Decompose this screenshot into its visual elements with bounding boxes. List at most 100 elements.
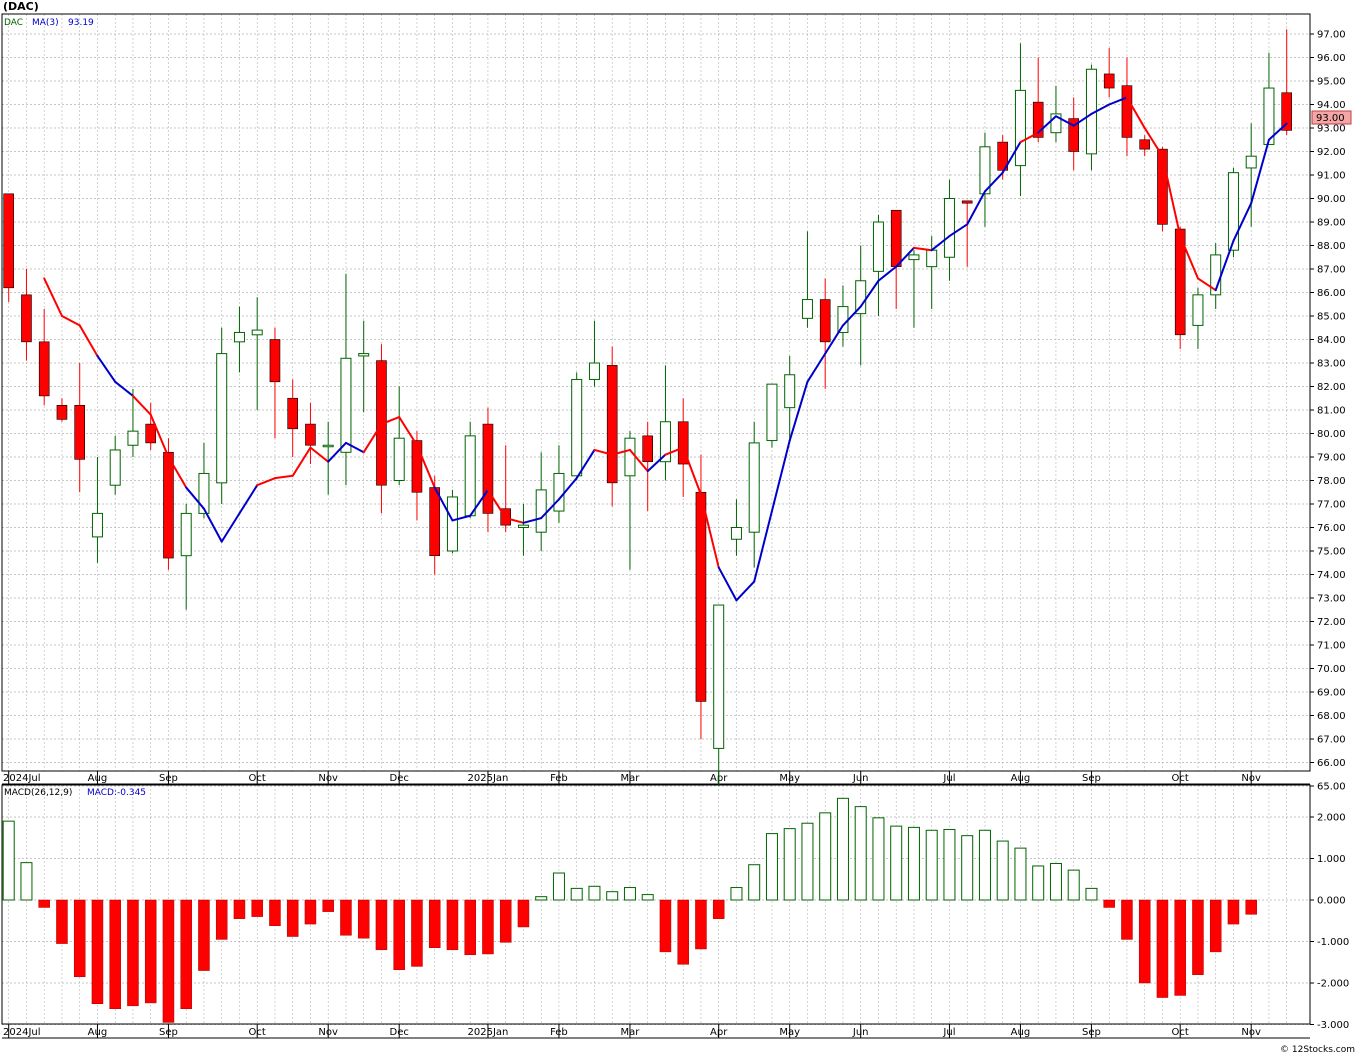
macd-tick-label: 1.000 bbox=[1317, 854, 1346, 865]
month-label: Oct bbox=[249, 773, 266, 784]
candle-up bbox=[748, 442, 760, 533]
ma-segment bbox=[877, 265, 898, 282]
macd-bar-positive bbox=[730, 887, 743, 901]
candle-up bbox=[1192, 294, 1204, 326]
ma-segment bbox=[185, 486, 205, 510]
ma-segment bbox=[593, 448, 614, 456]
macd-bar-positive bbox=[641, 894, 654, 901]
macd-bar-negative bbox=[1245, 899, 1257, 915]
macd-bar-negative bbox=[340, 899, 352, 936]
macd-bar-negative bbox=[38, 899, 50, 908]
ma-segment bbox=[273, 474, 294, 480]
macd-panel-frame bbox=[1, 784, 1311, 1025]
candle-up bbox=[1014, 89, 1026, 167]
candle-up bbox=[180, 512, 192, 557]
candle-up bbox=[926, 249, 938, 268]
ma-segment bbox=[788, 380, 809, 442]
ma-segment bbox=[220, 512, 241, 543]
ma-segment bbox=[1001, 141, 1022, 174]
month-label: Apr bbox=[710, 1027, 728, 1038]
candle-down bbox=[1068, 118, 1079, 152]
macd-bar-negative bbox=[162, 899, 175, 1023]
macd-bar-negative bbox=[286, 899, 299, 937]
macd-bar-negative bbox=[198, 899, 210, 971]
macd-bar-negative bbox=[446, 899, 459, 951]
candle-down bbox=[1139, 139, 1150, 150]
candle-down bbox=[695, 491, 707, 702]
candle-up bbox=[979, 146, 991, 195]
candle-up bbox=[1245, 155, 1257, 169]
candle-down bbox=[1032, 101, 1044, 138]
candle-down bbox=[1103, 73, 1115, 89]
last-price-badge bbox=[1311, 110, 1352, 125]
ma-segment bbox=[540, 498, 560, 520]
macd-bar-positive bbox=[907, 826, 920, 901]
last-price-label: 93.00 bbox=[1316, 113, 1345, 124]
price-tick-label: 95.00 bbox=[1317, 77, 1346, 88]
candle-up bbox=[251, 329, 263, 336]
month-label: Oct bbox=[1172, 773, 1189, 784]
month-label: Feb bbox=[550, 1027, 568, 1038]
macd-bar-negative bbox=[1227, 899, 1240, 925]
ma-segment bbox=[1019, 131, 1040, 144]
candle-up bbox=[766, 383, 778, 442]
ma-segment bbox=[451, 514, 472, 522]
macd-histogram bbox=[2, 797, 1257, 1023]
ma-segment bbox=[309, 446, 330, 463]
macd-bar-negative bbox=[180, 899, 192, 1009]
macd-bar-negative bbox=[464, 899, 476, 956]
macd-tick-label: 0.000 bbox=[1317, 896, 1346, 907]
ticker-title: (DAC) bbox=[3, 0, 39, 13]
candle-up bbox=[588, 362, 600, 380]
candle-down bbox=[482, 423, 494, 514]
ma-segment bbox=[1232, 202, 1253, 242]
candle-up bbox=[801, 299, 813, 319]
macd-bar-negative bbox=[1192, 899, 1204, 975]
ma-segment bbox=[575, 448, 596, 480]
macd-bar-negative bbox=[393, 899, 405, 970]
ma-segment bbox=[682, 446, 702, 496]
month-label: Jun bbox=[852, 1027, 869, 1038]
price-tick-label: 97.00 bbox=[1317, 30, 1346, 41]
macd-legend-value: MACD:-0.345 bbox=[87, 788, 146, 798]
price-tick-label: 84.00 bbox=[1317, 335, 1346, 346]
macd-bar-positive bbox=[890, 825, 903, 901]
candle-up bbox=[943, 198, 955, 258]
macd-bar-positive bbox=[925, 829, 938, 901]
month-label: Dec bbox=[390, 773, 409, 784]
price-tick-label: 65.00 bbox=[1317, 782, 1346, 793]
ma-segment bbox=[1090, 103, 1111, 115]
price-tick-label: 91.00 bbox=[1317, 171, 1346, 182]
legend-symbol: DAC bbox=[4, 18, 23, 28]
candle-down bbox=[606, 365, 618, 484]
candle-down bbox=[287, 397, 299, 430]
ma-segment bbox=[1108, 96, 1128, 106]
macd-bar-negative bbox=[499, 899, 512, 943]
price-tick-label: 77.00 bbox=[1317, 500, 1346, 511]
price-tick-label: 94.00 bbox=[1317, 100, 1346, 111]
macd-tick-label: -3.000 bbox=[1317, 1020, 1349, 1031]
candle-up bbox=[109, 449, 121, 486]
ma-segment bbox=[380, 416, 401, 426]
macd-bar-negative bbox=[428, 899, 441, 948]
ma-segment bbox=[60, 315, 81, 327]
ma-segment bbox=[1161, 155, 1182, 238]
candle-up bbox=[91, 512, 103, 538]
month-label: Oct bbox=[249, 1027, 266, 1038]
price-tick-label: 88.00 bbox=[1317, 241, 1346, 252]
ma-segment bbox=[433, 486, 454, 522]
price-tick-label: 86.00 bbox=[1317, 288, 1346, 299]
candle-up bbox=[233, 331, 245, 343]
month-label: Aug bbox=[1011, 773, 1031, 784]
ma-segment bbox=[149, 413, 170, 458]
ma-segment bbox=[238, 484, 259, 515]
macd-bar-positive bbox=[1014, 847, 1027, 901]
ma-segment bbox=[415, 444, 436, 489]
candle-down bbox=[677, 421, 689, 465]
price-tick-label: 76.00 bbox=[1317, 523, 1346, 534]
candle-up bbox=[1263, 87, 1275, 145]
macd-bar-negative bbox=[56, 899, 68, 944]
candle-up bbox=[464, 435, 476, 517]
macd-bar-positive bbox=[20, 862, 33, 901]
macd-bar-negative bbox=[73, 899, 86, 978]
